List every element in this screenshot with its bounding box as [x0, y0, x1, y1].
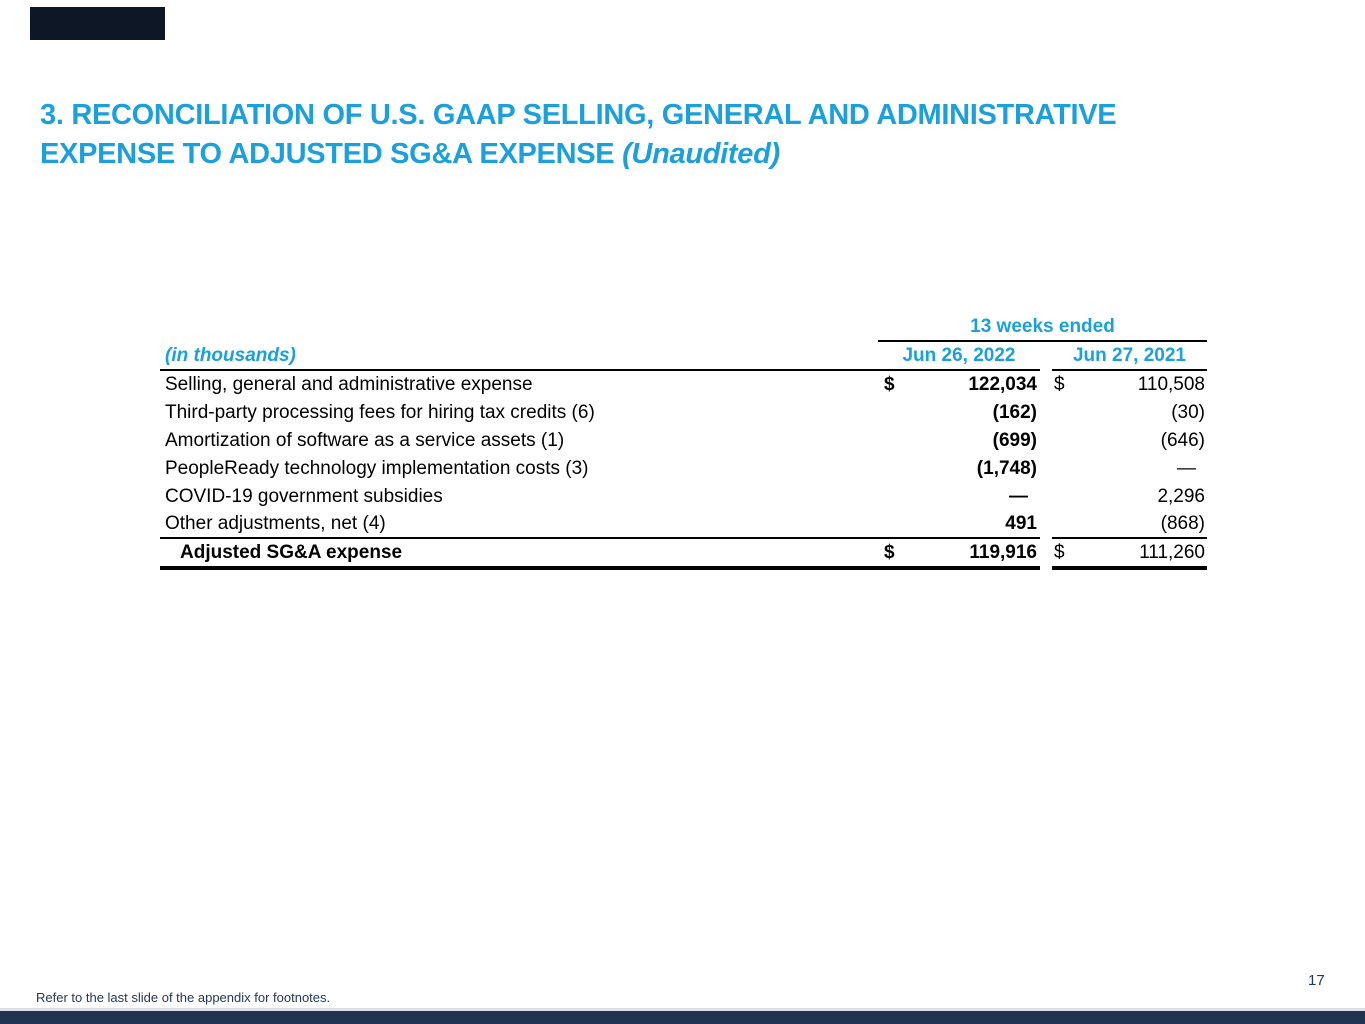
unit-note: (in thousands) — [160, 342, 878, 371]
table-header-row: (in thousands) Jun 26, 2022 Jun 27, 2021 — [160, 342, 1207, 371]
title-line-1: 3. RECONCILIATION OF U.S. GAAP SELLING, … — [40, 99, 1117, 131]
amount-2022: (1,748) — [976, 458, 1037, 479]
logo-box — [30, 7, 165, 40]
row-label: PeopleReady technology implementation co… — [165, 458, 589, 479]
footer-divider — [0, 1008, 1365, 1011]
reconciliation-table: 13 weeks ended (in thousands) Jun 26, 20… — [160, 313, 1207, 570]
page-title: 3. RECONCILIATION OF U.S. GAAP SELLING, … — [40, 96, 1117, 174]
amount-2022: 491 — [1005, 513, 1037, 534]
value-cell-2022: (162) — [878, 399, 1040, 427]
total-amount-2022: 119,916 — [969, 541, 1037, 563]
footnote-text: Refer to the last slide of the appendix … — [36, 990, 331, 1005]
amount-2022: (162) — [992, 402, 1037, 423]
column-gap — [1040, 539, 1052, 570]
period-group-header: 13 weeks ended — [878, 313, 1207, 342]
table-row-adjusted-sga-total: Adjusted SG&A expense $ 119,916 $ 111,26… — [160, 539, 1207, 570]
value-cell-2021: 2,296 — [1052, 483, 1207, 511]
footer-bar — [0, 1011, 1365, 1024]
row-label: Amortization of software as a service as… — [165, 430, 565, 451]
table-row-saas-amortization: Amortization of software as a service as… — [160, 427, 1207, 455]
table-row-covid-subsidies: COVID-19 government subsidies — 2,296 — [160, 483, 1207, 511]
value-cell-2022: (699) — [878, 427, 1040, 455]
title-unaudited-note: (Unaudited) — [622, 138, 780, 170]
total-value-cell-2021: $ 111,260 — [1052, 539, 1207, 570]
currency-symbol: $ — [1054, 541, 1065, 563]
total-value-cell-2022: $ 119,916 — [878, 539, 1040, 570]
value-cell-2022: $ 122,034 — [878, 371, 1040, 399]
row-label: Selling, general and administrative expe… — [165, 374, 533, 395]
amount-2022: (699) — [992, 430, 1037, 451]
table-row-other-adjustments: Other adjustments, net (4) 491 (868) — [160, 511, 1207, 539]
row-label: Other adjustments, net (4) — [160, 511, 878, 539]
value-cell-2021: (30) — [1052, 399, 1207, 427]
column-gap — [1040, 483, 1052, 511]
row-label: COVID-19 government subsidies — [165, 486, 443, 507]
amount-2022: 122,034 — [968, 374, 1037, 395]
column-gap — [1040, 427, 1052, 455]
amount-2021: 2,296 — [1157, 486, 1205, 507]
amount-2021: 110,508 — [1137, 374, 1205, 395]
value-cell-2021: — — [1052, 455, 1207, 483]
table-row-peopleready-tech: PeopleReady technology implementation co… — [160, 455, 1207, 483]
table-row-sga-expense: Selling, general and administrative expe… — [160, 371, 1207, 399]
amount-2021: (868) — [1160, 513, 1205, 534]
column-gap — [1040, 511, 1052, 539]
column-header-jun-27-2021: Jun 27, 2021 — [1052, 342, 1207, 371]
column-gap — [1040, 371, 1052, 399]
value-cell-2021: (868) — [1052, 511, 1207, 539]
column-gap — [1040, 399, 1052, 427]
column-gap — [1040, 342, 1052, 371]
row-label: Third-party processing fees for hiring t… — [165, 402, 595, 423]
column-header-jun-26-2022: Jun 26, 2022 — [878, 342, 1040, 371]
amount-2021: (30) — [1171, 402, 1205, 423]
amount-2022: — — [1009, 486, 1028, 507]
total-amount-2021: 111,260 — [1139, 541, 1205, 563]
currency-symbol: $ — [1054, 374, 1065, 395]
currency-symbol: $ — [884, 541, 895, 563]
value-cell-2021: $ 110,508 — [1052, 371, 1207, 399]
title-line-2: EXPENSE TO ADJUSTED SG&A EXPENSE — [40, 138, 623, 170]
value-cell-2022: 491 — [878, 511, 1040, 539]
amount-2021: — — [1177, 458, 1196, 479]
period-group-row: 13 weeks ended — [160, 313, 1207, 342]
page-number: 17 — [1308, 972, 1325, 989]
currency-symbol: $ — [884, 374, 895, 395]
value-cell-2021: (646) — [1052, 427, 1207, 455]
amount-2021: (646) — [1160, 430, 1205, 451]
value-cell-2022: (1,748) — [878, 455, 1040, 483]
table-row-processing-fees: Third-party processing fees for hiring t… — [160, 399, 1207, 427]
value-cell-2022: — — [878, 483, 1040, 511]
column-gap — [1040, 455, 1052, 483]
total-row-label: Adjusted SG&A expense — [160, 539, 878, 570]
